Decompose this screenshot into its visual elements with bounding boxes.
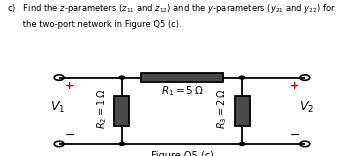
Circle shape: [239, 76, 245, 79]
Text: $R_2 = 1\,\Omega$: $R_2 = 1\,\Omega$: [96, 88, 109, 129]
Text: +: +: [290, 81, 299, 91]
Text: $V_1$: $V_1$: [50, 100, 65, 115]
Circle shape: [119, 76, 125, 79]
Circle shape: [119, 142, 125, 145]
Text: +: +: [65, 81, 74, 91]
Text: $R_3 = 2\,\Omega$: $R_3 = 2\,\Omega$: [216, 88, 229, 129]
Text: c)   Find the $z$-parameters ($z_{11}$ and $z_{12}$) and the $y$-parameters ($y_: c) Find the $z$-parameters ($z_{11}$ and…: [7, 2, 336, 15]
Text: −: −: [64, 129, 75, 142]
Text: $R_1 = 5\,\Omega$: $R_1 = 5\,\Omega$: [161, 84, 203, 98]
Text: the two-port network in Figure Q5 (c).: the two-port network in Figure Q5 (c).: [7, 20, 182, 29]
Text: −: −: [289, 129, 300, 142]
Circle shape: [239, 142, 245, 145]
Text: $V_2$: $V_2$: [299, 100, 314, 115]
Bar: [114, 96, 130, 126]
Text: Figure Q5 (c): Figure Q5 (c): [150, 151, 214, 156]
Bar: [141, 73, 223, 83]
Bar: [234, 96, 250, 126]
